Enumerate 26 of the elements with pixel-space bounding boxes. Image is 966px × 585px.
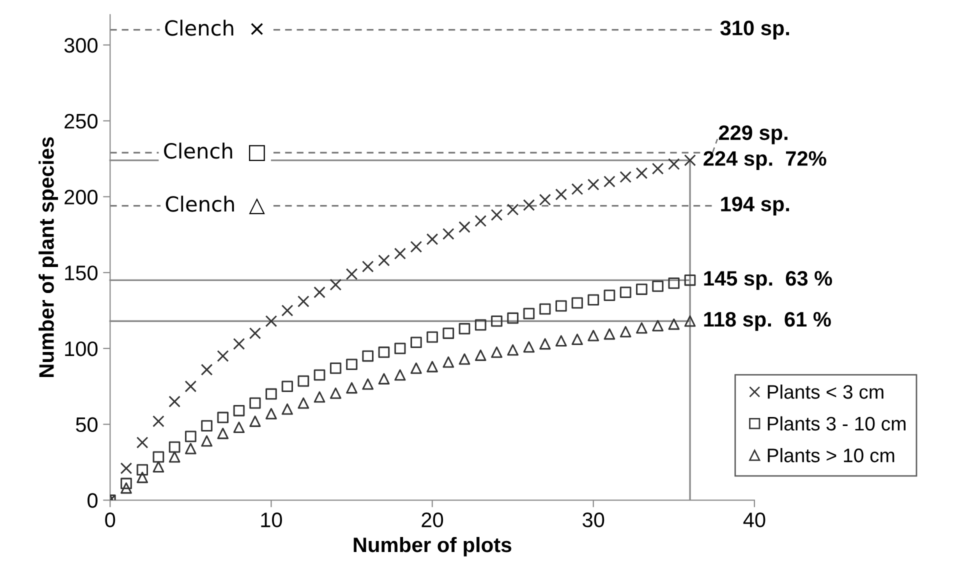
y-tick-label: 150 <box>65 266 98 280</box>
y-tick-label: 100 <box>65 341 98 356</box>
x-tick-label: 20 <box>422 512 444 528</box>
x-tick-label: 0 <box>105 512 116 528</box>
legend-label: Plants < 3 cm <box>768 384 884 399</box>
y-tick-label: 200 <box>64 190 98 204</box>
annotation: Clench □ <box>164 142 265 162</box>
ref-line-label: 194 sp. <box>721 196 790 216</box>
legend-label: Plants > 10 cm <box>768 448 894 462</box>
ref-line-label: 224 sp. 72% <box>704 151 826 170</box>
ref-line-label: 118 sp. 61 % <box>704 312 831 331</box>
x-tick-label: 10 <box>261 512 282 528</box>
x-tick-label: 40 <box>743 512 766 528</box>
y-tick-label: 50 <box>76 417 98 432</box>
y-tick-label: 0 <box>88 493 98 508</box>
legend-label: 229 sp. <box>718 125 788 144</box>
y-tick-label: 300 <box>64 38 98 53</box>
legend-label: Plants 3 - 10 cm <box>768 416 906 431</box>
y-axis-title: Number of plant species <box>38 137 58 377</box>
x-tick-label: 30 <box>582 512 604 528</box>
annotation: Clench △ <box>166 196 265 214</box>
ref-line-label: 145 sp. 63 % <box>704 271 832 290</box>
annotation: Clench × <box>165 20 263 36</box>
ref-line-label: 310 sp. <box>720 20 790 40</box>
y-tick-label: 250 <box>64 114 98 129</box>
x-axis-title: Number of plots <box>354 536 512 556</box>
